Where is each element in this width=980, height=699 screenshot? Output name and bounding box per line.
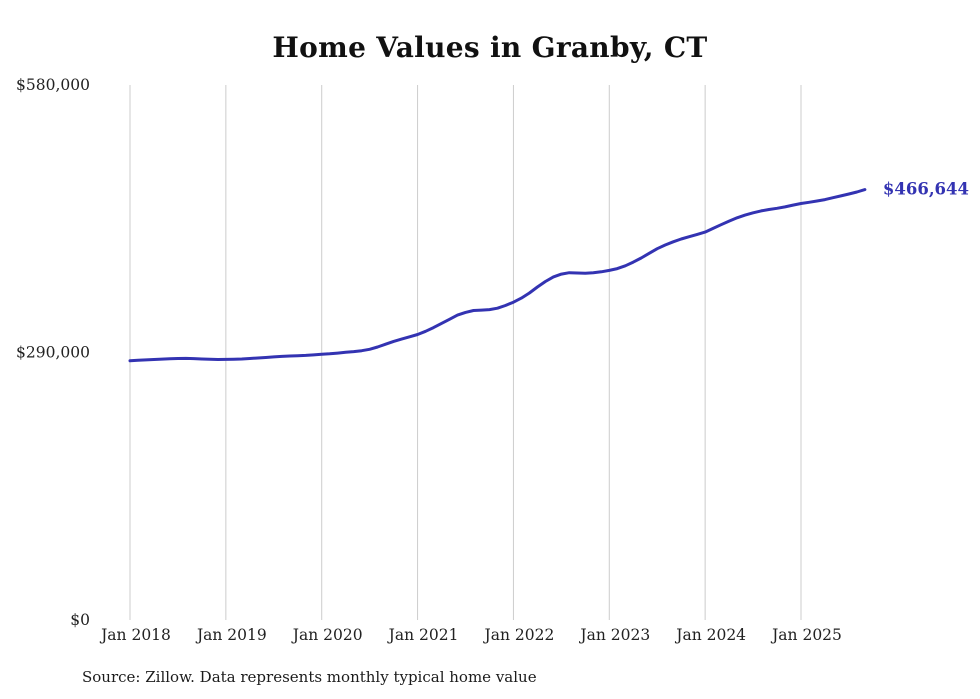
x-tick-label: Jan 2019 [195,626,267,644]
x-tick-label: Jan 2025 [770,626,842,644]
x-tick-label: Jan 2023 [578,626,650,644]
home-value-line [128,188,867,363]
y-tick-label: $290,000 [16,344,90,362]
source-note: Source: Zillow. Data represents monthly … [82,668,537,686]
y-tick-label: $0 [70,611,90,629]
end-value-label: $466,644 [883,180,969,199]
x-tick-label: Jan 2018 [99,626,171,644]
x-tick-label: Jan 2021 [387,626,459,644]
y-tick-label: $580,000 [16,76,90,94]
x-tick-label: Jan 2022 [483,626,555,644]
x-tick-label: Jan 2024 [674,626,746,644]
chart-title: Home Values in Granby, CT [272,31,708,64]
x-tick-label: Jan 2020 [291,626,363,644]
